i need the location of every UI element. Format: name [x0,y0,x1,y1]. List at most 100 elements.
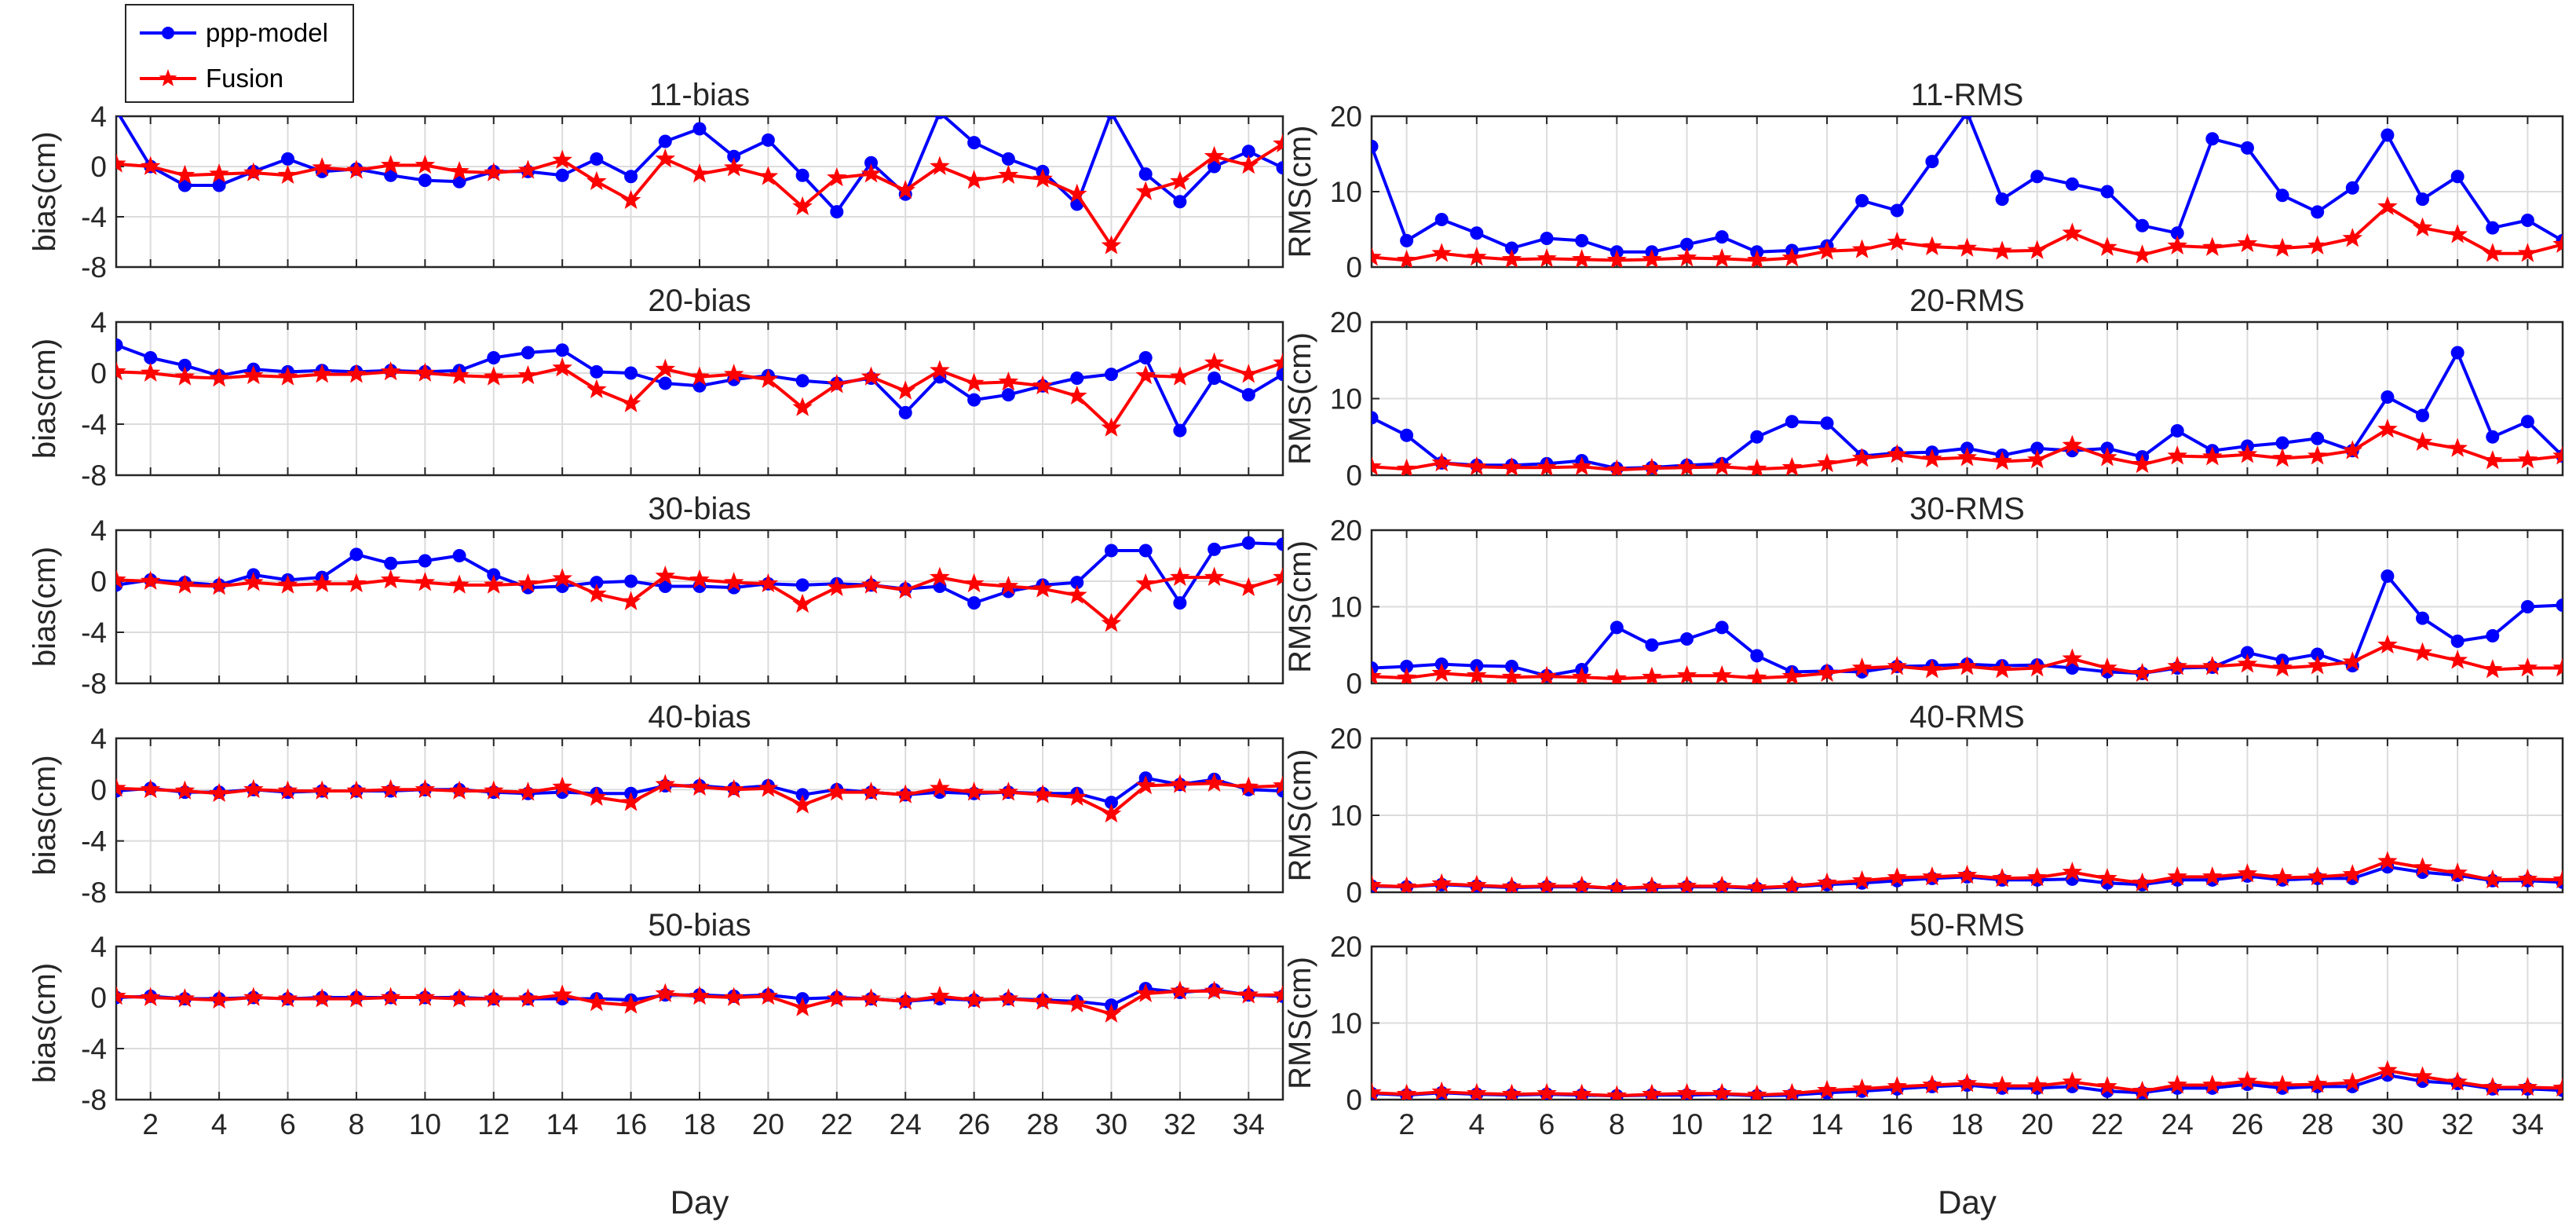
data-point-fusion [586,379,607,398]
data-point-fusion [140,156,161,175]
data-point-fusion [1101,417,1122,437]
data-point-ppp-model [1645,638,1659,652]
y-axis-label: bias(cm) [27,755,62,875]
grid-20-bias [116,321,1283,476]
y-tick-label: 0 [1346,251,1362,284]
y-tick-label: 0 [90,774,107,806]
data-point-fusion [1238,984,1259,1004]
data-point-fusion [2062,434,2083,454]
data-point-fusion [1851,657,1873,677]
data-point-fusion [2026,657,2048,677]
data-point-fusion [2447,1071,2468,1091]
data-point-ppp-model [1173,195,1187,209]
x-tick-label: 8 [349,1108,365,1140]
data-point-ppp-model [555,168,569,182]
data-point-fusion [963,989,985,1009]
data-point-ppp-model [2416,192,2430,207]
data-point-fusion [2412,217,2433,236]
data-point-fusion [1851,1078,1873,1098]
data-point-fusion [1372,456,1382,475]
y-axis-label: RMS(cm) [1283,126,1317,258]
data-point-fusion [1101,1003,1122,1023]
data-point-ppp-model [1820,416,1834,430]
data-point-ppp-model [1104,544,1118,558]
data-point-ppp-model [1610,620,1624,635]
data-point-fusion [1273,566,1283,586]
data-point-fusion [552,568,572,588]
data-point-fusion [2097,867,2117,888]
data-point-fusion [1781,456,1803,475]
data-point-fusion [2202,866,2223,886]
data-point-fusion [2447,224,2468,243]
data-point-fusion [792,196,813,216]
data-point-ppp-model [1750,430,1764,444]
data-point-fusion [1642,248,1662,267]
x-tick-label: 20 [2021,1108,2053,1140]
data-point-fusion [1032,990,1053,1010]
data-point-fusion [243,364,264,385]
data-point-ppp-model [1372,411,1379,425]
data-point-fusion [1372,665,1382,683]
data-point-fusion [998,371,1019,391]
data-point-fusion [209,163,229,183]
series-group [116,980,1283,1023]
data-point-fusion [1032,375,1053,395]
data-point-fusion [277,164,298,185]
data-point-fusion [1747,1084,1767,1100]
data-point-fusion [346,573,367,593]
data-point-fusion [2412,857,2433,877]
data-point-fusion [2377,851,2398,870]
data-point-fusion [1067,786,1087,806]
data-point-fusion [380,987,401,1006]
data-point-ppp-model [384,556,398,570]
data-point-fusion [2167,656,2187,675]
y-tick-label: -8 [81,459,107,492]
data-point-fusion [1501,248,1522,267]
x-tick-label: 34 [1233,1108,1265,1140]
y-tick-label: -4 [81,201,107,233]
data-point-fusion [277,366,298,386]
data-point-ppp-model [624,366,638,380]
data-point-ppp-model [1715,620,1729,635]
panel-30-RMS: 20 10 0 30-RMS RMS(cm) [1283,492,2564,700]
legend-label: ppp-model [206,18,328,47]
data-point-fusion [586,170,607,191]
data-point-ppp-model [1680,631,1694,646]
x-tick-label: 26 [958,1108,990,1140]
data-point-ppp-model [1104,368,1118,382]
data-point-fusion [2517,657,2538,677]
data-point-ppp-model [1241,536,1255,550]
x-tick-label: 34 [2512,1108,2544,1140]
panel-title: 11-RMS [1911,78,2024,112]
data-point-fusion [1781,665,1803,683]
data-point-fusion [860,163,882,183]
x-tick-label: 2 [1398,1108,1415,1140]
x-tick-label: 32 [2442,1108,2474,1140]
series-group [116,338,1283,437]
data-point-fusion [1606,668,1628,683]
series-group [1372,851,2563,892]
panel-title: 11-bias [649,78,750,112]
data-point-fusion [2237,444,2258,463]
data-point-fusion [1170,774,1190,793]
data-point-ppp-model [1575,233,1589,247]
data-point-ppp-model [934,116,945,119]
y-tick-label: 10 [1330,176,1362,208]
data-point-fusion [1887,444,1908,463]
data-point-fusion [2483,659,2503,679]
data-point-fusion [552,984,572,1004]
panel-title: 50-RMS [1909,908,2025,943]
panel-11-bias: 4 0 -4 -8 11-bias bias(cm) [27,78,1284,284]
data-point-fusion [1817,452,1837,473]
data-point-fusion [930,985,950,1005]
y-tick-label: 20 [1330,514,1362,547]
data-point-ppp-model [1785,415,1799,429]
y-axis-label: bias(cm) [27,131,62,251]
data-point-fusion [1851,448,1873,467]
data-point-fusion [2167,235,2187,254]
data-point-fusion [517,364,539,385]
data-point-fusion [346,988,367,1008]
data-point-fusion [2026,240,2048,259]
x-tick-label: 4 [1469,1108,1485,1140]
data-point-fusion [620,792,641,811]
